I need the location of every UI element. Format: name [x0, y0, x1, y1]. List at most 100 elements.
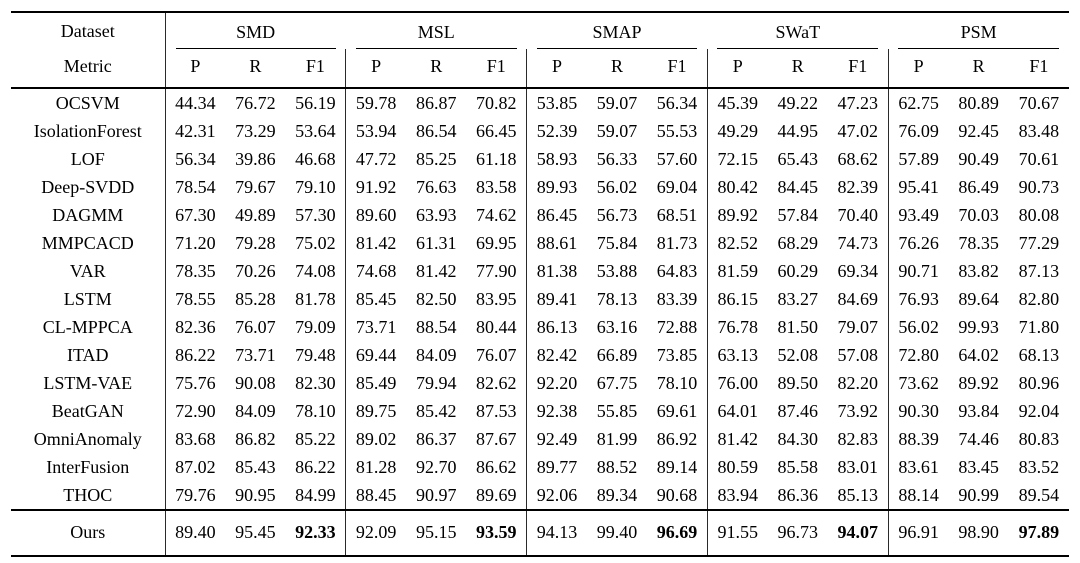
metric-value: 90.95 — [235, 484, 276, 505]
metric-value: 80.42 — [706, 173, 768, 201]
metric-value: 70.67 — [1018, 92, 1060, 113]
metric-value: 89.34 — [596, 484, 638, 505]
metric-value: 57.08 — [837, 344, 879, 365]
metric-value: 85.58 — [777, 456, 819, 477]
metric-value: 56.02 — [887, 313, 949, 341]
metric-value: 84.30 — [777, 428, 819, 449]
metric-value: 52.08 — [777, 344, 819, 365]
dataset-group-header-msl: MSL — [346, 12, 527, 49]
metric-value: 94.13 — [526, 509, 587, 556]
method-name: OCSVM — [55, 92, 120, 113]
metric-value: 88.45 — [345, 481, 407, 510]
metric-value: 82.20 — [837, 372, 879, 393]
metric-value: 83.01 — [837, 456, 879, 477]
metric-header: R — [948, 49, 1009, 89]
metric-value: 92.33 — [285, 509, 346, 556]
metric-value: 85.42 — [415, 400, 457, 421]
metric-value: 72.90 — [164, 397, 226, 425]
metric-value: 83.68 — [164, 425, 226, 453]
dataset-group-label: MSL — [355, 17, 517, 49]
metric-header-row: Metric P R F1 P R F1 P R F1 P R F1 P R F1 — [11, 49, 1069, 89]
metric-value: 75.76 — [164, 369, 226, 397]
metric-value: 81.38 — [526, 257, 587, 285]
metric-value: 85.28 — [235, 288, 276, 309]
method-name: IsolationForest — [33, 120, 142, 141]
metric-value: 58.93 — [526, 145, 587, 173]
metric-value: 73.29 — [235, 120, 276, 141]
metric-value: 73.62 — [887, 369, 949, 397]
metric-value: 85.22 — [295, 428, 336, 449]
metric-value: 73.71 — [345, 313, 407, 341]
metric-value: 59.07 — [596, 92, 638, 113]
method-name: InterFusion — [46, 456, 130, 477]
metric-value: 83.27 — [777, 288, 819, 309]
metric-value: 82.83 — [837, 428, 879, 449]
metric-value: 56.34 — [656, 92, 698, 113]
metric-value: 57.84 — [777, 204, 819, 225]
metric-value: 85.43 — [235, 456, 276, 477]
metric-value: 72.88 — [656, 316, 698, 337]
metric-value: 88.54 — [415, 316, 457, 337]
metric-value: 68.51 — [656, 204, 698, 225]
metric-value: 90.99 — [958, 484, 999, 505]
metric-value: 92.45 — [958, 120, 999, 141]
metric-value: 78.35 — [958, 232, 999, 253]
metric-value: 65.43 — [777, 148, 819, 169]
metric-value: 78.54 — [164, 173, 226, 201]
metric-value: 82.30 — [295, 372, 336, 393]
metric-value: 62.75 — [887, 88, 949, 117]
metric-value: 82.80 — [1018, 288, 1060, 309]
metric-value: 81.42 — [415, 260, 457, 281]
metric-value: 87.13 — [1018, 260, 1060, 281]
metric-value: 90.71 — [887, 257, 949, 285]
metric-value: 59.07 — [596, 120, 638, 141]
metric-value: 96.69 — [647, 509, 708, 556]
metric-header: R — [406, 49, 467, 89]
metric-header: R — [586, 49, 648, 89]
metric-value: 89.14 — [656, 456, 698, 477]
metric-value: 79.10 — [295, 176, 336, 197]
metric-value: 76.26 — [887, 229, 949, 257]
dataset-group-header-swat: SWaT — [707, 12, 888, 49]
metric-value: 96.73 — [767, 509, 828, 556]
metric-value: 95.41 — [887, 173, 949, 201]
metric-value: 78.10 — [295, 400, 336, 421]
metric-value: 89.69 — [475, 484, 517, 505]
metric-header: F1 — [827, 49, 889, 89]
metric-value: 81.73 — [656, 232, 698, 253]
metric-value: 93.84 — [958, 400, 999, 421]
metric-value: 78.13 — [596, 288, 638, 309]
metric-value: 95.45 — [225, 509, 286, 556]
metric-value: 39.86 — [235, 148, 276, 169]
metric-value: 52.39 — [526, 117, 587, 145]
metric-value: 56.19 — [295, 92, 336, 113]
table-row: BeatGAN 72.90 84.09 78.10 89.75 85.42 87.53 92.… — [11, 397, 1069, 425]
metric-value: 86.13 — [526, 313, 587, 341]
metric-value: 92.04 — [1018, 400, 1060, 421]
metric-value: 78.10 — [656, 372, 698, 393]
metric-value: 90.97 — [415, 484, 457, 505]
metric-value: 47.23 — [837, 92, 879, 113]
metric-value: 61.31 — [415, 232, 457, 253]
metric-value: 56.34 — [164, 145, 226, 173]
metric-value: 82.42 — [526, 341, 587, 369]
metric-value: 86.87 — [415, 92, 457, 113]
metric-value: 57.30 — [295, 204, 336, 225]
metric-value: 79.07 — [837, 316, 879, 337]
table-row: THOC 79.76 90.95 84.99 88.45 90.97 89.69 92.06 8… — [11, 481, 1069, 510]
metric-value: 76.00 — [706, 369, 768, 397]
metric-value: 63.13 — [706, 341, 768, 369]
metric-value: 68.62 — [837, 148, 879, 169]
metric-value: 81.42 — [345, 229, 407, 257]
metric-value: 97.89 — [1008, 509, 1069, 556]
method-name: ITAD — [66, 344, 109, 365]
metric-value: 84.09 — [235, 400, 276, 421]
metric-value: 82.62 — [475, 372, 517, 393]
metric-value: 80.96 — [1018, 372, 1060, 393]
metric-value: 89.75 — [345, 397, 407, 425]
dataset-group-label: SMD — [175, 17, 336, 49]
metric-value: 56.02 — [596, 176, 638, 197]
method-name: LSTM-VAE — [43, 372, 133, 393]
metric-value: 83.48 — [1018, 120, 1060, 141]
metric-value: 70.03 — [958, 204, 999, 225]
